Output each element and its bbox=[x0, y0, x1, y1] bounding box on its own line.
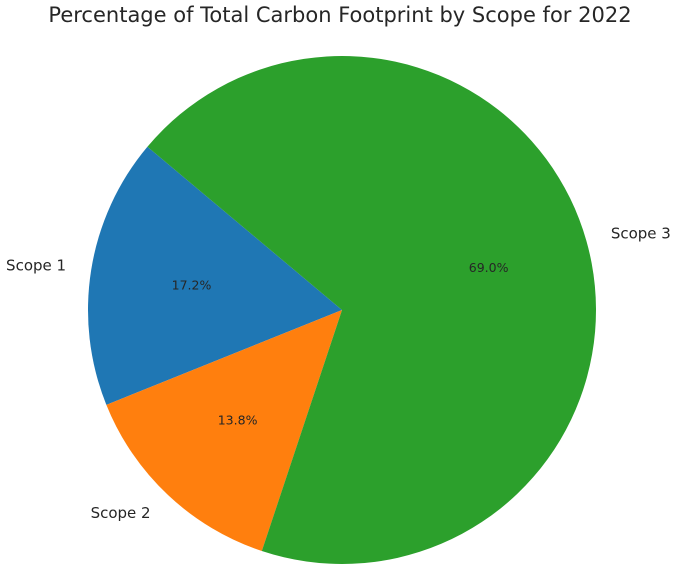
pie-slice-scope-3 bbox=[147, 56, 596, 564]
slice-label-scope-3: Scope 3 bbox=[611, 224, 671, 242]
pie-slices bbox=[88, 56, 596, 564]
percent-label-scope-3: 69.0% bbox=[469, 260, 509, 275]
percent-label-scope-2: 13.8% bbox=[218, 413, 258, 428]
percent-label-scope-1: 17.2% bbox=[172, 278, 212, 293]
pie-slice-scope-1 bbox=[88, 146, 342, 405]
pie-labels: Scope 1 17.2% Scope 2 13.8% Scope 3 69.0% bbox=[6, 224, 671, 522]
chart-title: Percentage of Total Carbon Footprint by … bbox=[48, 3, 631, 27]
pie-slice-scope-2 bbox=[106, 310, 343, 552]
slice-label-scope-2: Scope 2 bbox=[91, 504, 151, 522]
slice-label-scope-1: Scope 1 bbox=[6, 257, 66, 275]
